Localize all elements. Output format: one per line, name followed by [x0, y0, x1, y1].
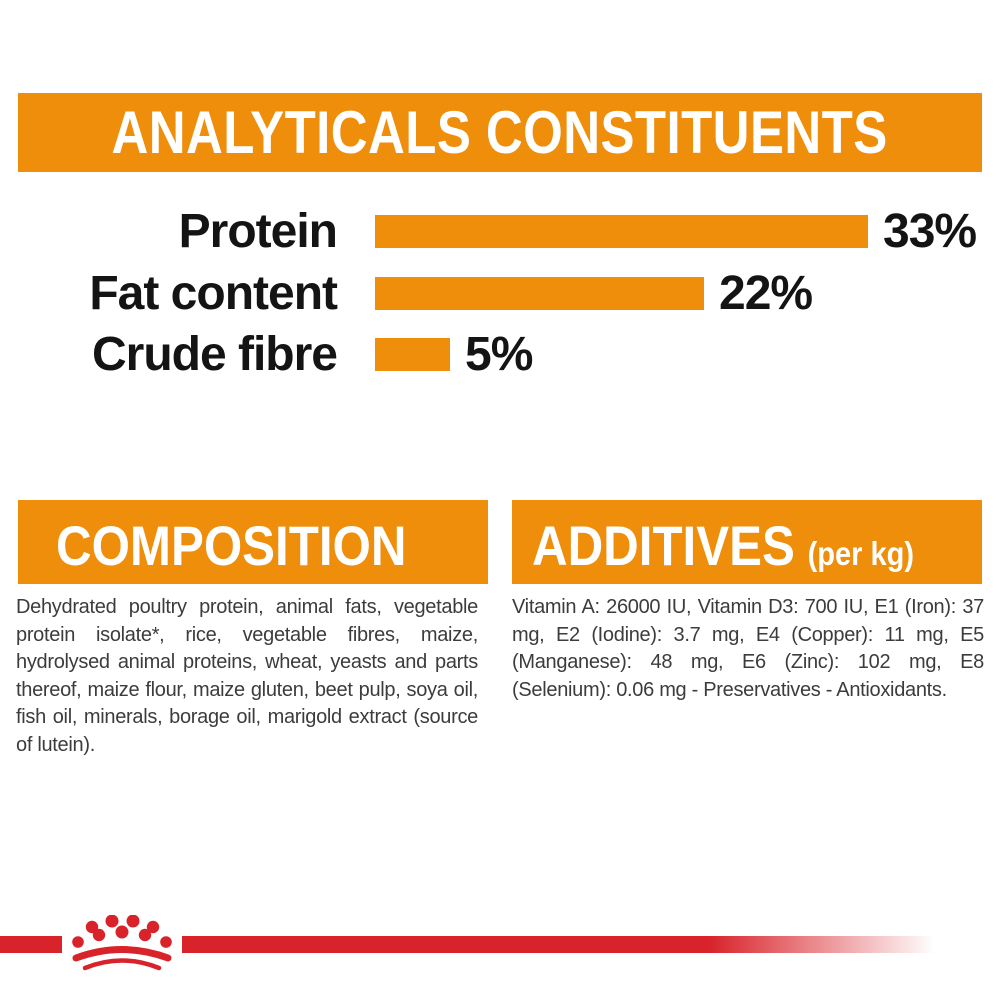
footer-red-bar-right: [182, 936, 935, 953]
chart-row-fat-content: Fat content 22%: [0, 267, 1000, 320]
composition-title: COMPOSITION: [56, 514, 407, 577]
chart-value-label: 5%: [465, 328, 533, 381]
additives-section: ADDITIVES (per kg) Vitamin A: 26000 IU, …: [512, 500, 984, 704]
additives-header-banner: ADDITIVES (per kg): [512, 500, 982, 584]
composition-section: COMPOSITION Dehydrated poultry protein, …: [16, 500, 488, 759]
chart-row-crude-fibre: Crude fibre 5%: [0, 328, 1000, 381]
chart-category-label: Crude fibre: [91, 328, 338, 381]
chart-bar: [375, 215, 868, 248]
composition-title-line: COMPOSITION: [56, 513, 406, 578]
chart-row-protein: Protein 33%: [0, 205, 1000, 258]
chart-category-label: Protein: [178, 205, 338, 258]
chart-category-label: Fat content: [89, 267, 338, 320]
royal-canin-crown-icon: [72, 915, 172, 971]
analytical-constituents-chart: Protein 33% Fat content 22% Crude fibre 5%: [0, 205, 1000, 405]
composition-header-banner: COMPOSITION: [18, 500, 488, 584]
additives-title-suffix: (per kg): [807, 535, 915, 572]
footer-red-bar-left: [0, 936, 62, 953]
analyticals-title: ANALYTICALS CONSTITUENTS: [111, 99, 889, 166]
chart-bar: [375, 338, 450, 371]
analyticals-header-banner: ANALYTICALS CONSTITUENTS: [18, 93, 982, 172]
chart-value-label: 33%: [883, 205, 977, 258]
additives-title-line: ADDITIVES (per kg): [532, 513, 914, 578]
chart-bar: [375, 277, 704, 310]
chart-value-label: 22%: [719, 267, 813, 320]
additives-text: Vitamin A: 26000 IU, Vitamin D3: 700 IU,…: [512, 596, 984, 701]
composition-text: Dehydrated poultry protein, animal fats,…: [16, 596, 478, 756]
additives-title: ADDITIVES: [532, 514, 795, 577]
